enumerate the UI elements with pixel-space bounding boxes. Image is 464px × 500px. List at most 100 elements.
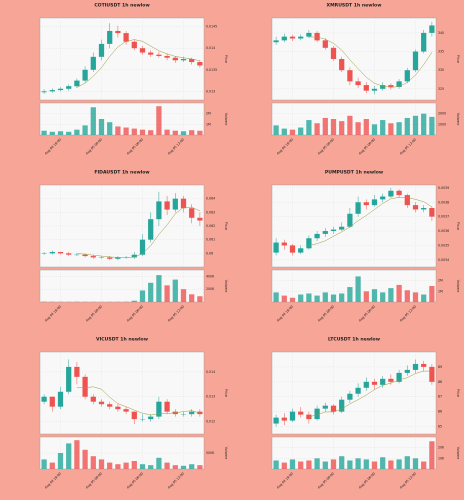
candle-body — [421, 363, 427, 367]
x-tick-label: Aug 04 18:00 — [44, 305, 62, 323]
candle-body — [412, 51, 419, 71]
x-tick-label: Aug 04 18:00 — [44, 138, 62, 156]
candle-body — [82, 376, 88, 397]
volume-panel — [271, 436, 437, 470]
volume-bar — [273, 460, 279, 469]
volume-bar — [396, 122, 402, 135]
volume-bar — [189, 294, 195, 302]
volume-bar — [322, 461, 328, 469]
candle-body — [306, 32, 312, 37]
volume-bar — [273, 125, 279, 135]
candle-body — [189, 208, 195, 218]
volume-panel — [271, 102, 437, 136]
y-tick-label: 0.0135 — [206, 68, 217, 72]
candle-body — [355, 202, 361, 214]
candle-body — [339, 226, 345, 230]
candle-body — [363, 85, 369, 91]
y2-tick-label: 1M — [206, 122, 211, 126]
moving-average — [308, 36, 433, 88]
volume-bar — [355, 122, 361, 135]
volume-bar — [289, 297, 296, 302]
volume-bar — [180, 131, 187, 135]
volume-bar — [281, 128, 287, 135]
candle-body — [314, 233, 320, 239]
volume-bar — [98, 459, 105, 469]
volume-bar — [396, 459, 402, 469]
volume-bar — [131, 128, 137, 135]
volume-bar — [363, 119, 369, 135]
volume-bar — [107, 462, 113, 469]
y2-tick-label: 10K — [438, 456, 445, 460]
y2-tick-label: 400K — [206, 274, 215, 278]
y2-tick-label: 1000 — [438, 122, 446, 126]
volume-bar — [322, 117, 328, 135]
volume-bar — [330, 294, 337, 302]
volume-bar — [90, 107, 96, 135]
y-tick-label: 0.013 — [206, 89, 215, 93]
candle-body — [380, 85, 386, 89]
volume-bar — [66, 131, 72, 135]
candle-body — [412, 205, 419, 210]
volume-bar — [197, 465, 203, 469]
candle-body — [363, 202, 369, 206]
candle-body — [347, 213, 353, 227]
candle-body — [98, 401, 105, 405]
candle-body — [123, 409, 129, 412]
y-axis-label: Price — [224, 55, 228, 63]
y-tick-label: 0.0034 — [438, 258, 449, 262]
y2-tick-label: 200K — [206, 287, 215, 291]
candle-body — [339, 59, 345, 71]
candle-body — [298, 36, 304, 39]
volume-bar — [115, 464, 121, 469]
volume-bar — [131, 300, 137, 302]
price-panel — [39, 351, 205, 435]
volume-bar — [123, 127, 129, 135]
volume-bar — [404, 456, 410, 469]
volume-bar — [172, 465, 178, 469]
volume-bar — [131, 461, 137, 469]
volume-bar — [363, 291, 369, 302]
x-tick-label: Aug 05 06:00 — [126, 305, 144, 323]
x-tick-label: Aug 05 06:00 — [358, 472, 376, 490]
y2-tick-label: 2000 — [438, 112, 446, 116]
volume-bar — [339, 456, 345, 469]
candle-body — [289, 411, 296, 421]
candle-body — [41, 396, 47, 402]
candle-body — [314, 32, 320, 41]
volume-bar — [189, 130, 195, 135]
candle-body — [197, 62, 203, 66]
y2-axis-label: Volume — [224, 447, 228, 460]
volume-bar — [314, 458, 320, 469]
candle-body — [66, 86, 72, 89]
candle-body — [139, 239, 146, 255]
volume-bar — [388, 460, 394, 469]
candle-body — [156, 54, 162, 56]
candle-body — [396, 372, 402, 382]
moving-average — [308, 197, 433, 246]
candle-body — [90, 396, 96, 402]
volume-bar — [429, 116, 435, 135]
volume-bar — [197, 130, 203, 135]
candle-body — [180, 198, 187, 209]
volume-bar — [380, 120, 386, 135]
volume-bar — [306, 293, 312, 302]
volume-bar — [148, 465, 154, 469]
x-tick-label: Aug 04 18:00 — [276, 305, 294, 323]
volume-bar — [371, 289, 378, 302]
y-tick-label: 0.061 — [206, 238, 215, 242]
y-tick-label: 0.064 — [206, 197, 215, 201]
candle-body — [164, 401, 170, 412]
y2-axis-label: Volume — [224, 280, 228, 293]
x-tick-label: Aug 05 12:00 — [167, 305, 185, 323]
candle-body — [197, 217, 203, 221]
candle-body — [380, 378, 386, 385]
moving-average — [308, 370, 432, 417]
candle-body — [164, 201, 170, 210]
volume-bar — [41, 130, 47, 135]
volume-bar — [281, 295, 287, 302]
candle-body — [388, 190, 394, 197]
candle-body — [371, 199, 378, 206]
price-panel — [39, 17, 205, 101]
candle-body — [123, 33, 129, 42]
